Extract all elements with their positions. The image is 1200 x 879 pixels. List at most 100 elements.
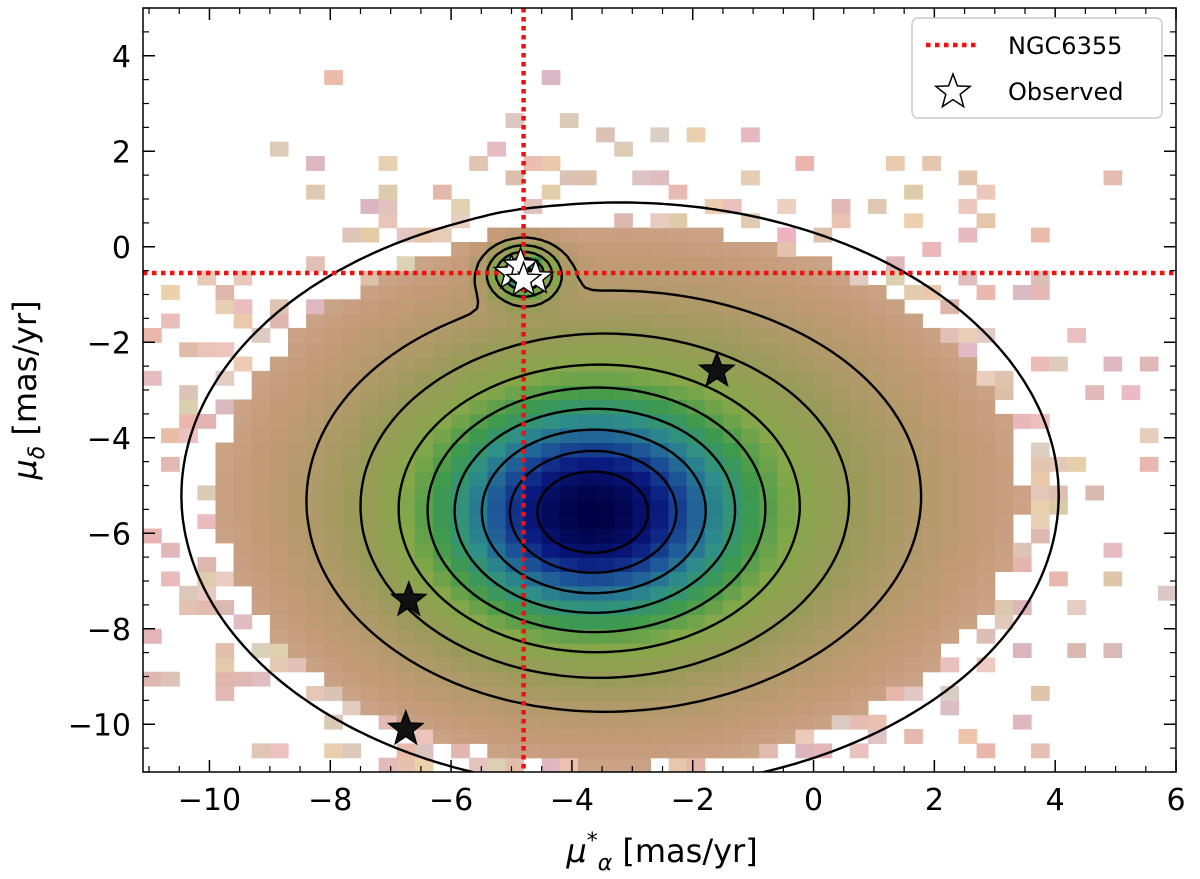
heatmap-cell bbox=[233, 399, 253, 415]
heatmap-cell bbox=[686, 585, 706, 601]
heatmap-cell bbox=[378, 199, 398, 214]
heatmap-cell bbox=[614, 413, 633, 429]
heatmap-cell bbox=[795, 313, 815, 329]
heatmap-cell bbox=[994, 600, 1014, 615]
heatmap-cell bbox=[596, 757, 615, 772]
heatmap-cell bbox=[469, 156, 488, 171]
heatmap-cell bbox=[813, 499, 833, 515]
heatmap-cell bbox=[940, 514, 960, 530]
heatmap-cell bbox=[596, 299, 615, 315]
heatmap-cell bbox=[469, 242, 488, 257]
heatmap-cell bbox=[288, 614, 307, 630]
heatmap-cell bbox=[741, 557, 760, 572]
heatmap-cell bbox=[414, 729, 434, 744]
heatmap-cell bbox=[451, 356, 470, 372]
heatmap-cell bbox=[976, 471, 996, 487]
heatmap-cell bbox=[469, 528, 488, 544]
heatmap-cell bbox=[378, 542, 398, 558]
heatmap-cell bbox=[650, 585, 670, 601]
heatmap-cell bbox=[342, 542, 362, 558]
heatmap-cell bbox=[759, 327, 778, 343]
x-tick-label: 6 bbox=[1166, 783, 1185, 818]
heatmap-cell bbox=[288, 456, 307, 472]
heatmap-cell bbox=[1121, 385, 1141, 401]
heatmap-cell bbox=[596, 643, 615, 658]
heatmap-cell bbox=[306, 370, 325, 386]
heatmap-cell bbox=[505, 729, 525, 744]
heatmap-cell bbox=[342, 628, 362, 644]
heatmap-cell bbox=[632, 313, 651, 329]
heatmap-cell bbox=[433, 657, 452, 673]
heatmap-cell bbox=[288, 399, 307, 415]
heatmap-cell bbox=[523, 686, 543, 701]
heatmap-cell bbox=[523, 743, 543, 759]
heatmap-cell bbox=[577, 242, 597, 257]
heatmap-cell bbox=[487, 614, 506, 630]
heatmap-cell bbox=[686, 256, 706, 272]
heatmap-cell bbox=[994, 542, 1014, 558]
heatmap-cell bbox=[994, 428, 1014, 444]
x-tick-label: −8 bbox=[308, 783, 352, 818]
heatmap-cell bbox=[306, 485, 325, 501]
heatmap-cell bbox=[306, 184, 325, 200]
heatmap-cell bbox=[886, 499, 905, 515]
heatmap-cell bbox=[469, 714, 488, 730]
heatmap-cell bbox=[596, 342, 615, 358]
heatmap-cell bbox=[487, 456, 506, 472]
heatmap-cell bbox=[867, 442, 887, 458]
heatmap-cell bbox=[451, 628, 470, 644]
heatmap-cell bbox=[886, 413, 905, 429]
heatmap-cell bbox=[324, 413, 343, 429]
observed-star-open bbox=[504, 260, 543, 297]
heatmap-cell bbox=[596, 285, 615, 300]
heatmap-cell bbox=[686, 399, 706, 415]
heatmap-cell bbox=[469, 313, 488, 329]
heatmap-cell bbox=[288, 657, 307, 673]
heatmap-cell bbox=[342, 614, 362, 630]
heatmap-cell bbox=[904, 528, 923, 544]
heatmap-cell bbox=[849, 428, 869, 444]
heatmap-cell bbox=[867, 614, 887, 630]
heatmap-cell bbox=[596, 557, 615, 572]
heatmap-cell bbox=[831, 557, 851, 572]
heatmap-cell bbox=[306, 342, 325, 358]
heatmap-cell bbox=[396, 256, 416, 272]
heatmap-cell bbox=[777, 471, 796, 487]
heatmap-cell bbox=[886, 342, 905, 358]
heatmap-cell bbox=[360, 370, 380, 386]
heatmap-cell bbox=[722, 671, 742, 687]
heatmap-cell bbox=[886, 671, 905, 687]
heatmap-cell bbox=[741, 743, 760, 759]
heatmap-cell bbox=[849, 514, 869, 530]
heatmap-cell bbox=[668, 643, 688, 658]
heatmap-cell bbox=[795, 729, 815, 744]
heatmap-cell bbox=[360, 356, 380, 372]
heatmap-cell bbox=[904, 413, 923, 429]
heatmap-cell bbox=[632, 442, 651, 458]
heatmap-cell bbox=[523, 399, 543, 415]
heatmap-cell bbox=[904, 499, 923, 515]
heatmap-cell bbox=[886, 471, 905, 487]
heatmap-cell bbox=[269, 485, 289, 501]
heatmap-cell bbox=[650, 385, 670, 401]
heatmap-cell bbox=[795, 714, 815, 730]
heatmap-cell bbox=[306, 628, 325, 644]
heatmap-cell bbox=[904, 585, 923, 601]
heatmap-cell bbox=[577, 657, 597, 673]
heatmap-cell bbox=[559, 700, 579, 716]
heatmap-cell bbox=[976, 542, 996, 558]
heatmap-cell bbox=[360, 542, 380, 558]
heatmap-cell bbox=[1012, 499, 1032, 515]
heatmap-cell bbox=[269, 471, 289, 487]
heatmap-cell bbox=[360, 700, 380, 716]
heatmap-cell bbox=[722, 327, 742, 343]
heatmap-cell bbox=[867, 428, 887, 444]
y-tick-label: 0 bbox=[112, 231, 131, 266]
heatmap-cell bbox=[686, 385, 706, 401]
heatmap-cell bbox=[867, 299, 887, 315]
heatmap-cell bbox=[306, 256, 325, 272]
heatmap-cell bbox=[922, 585, 941, 601]
heatmap-cell bbox=[324, 557, 343, 572]
heatmap-cell bbox=[777, 399, 796, 415]
